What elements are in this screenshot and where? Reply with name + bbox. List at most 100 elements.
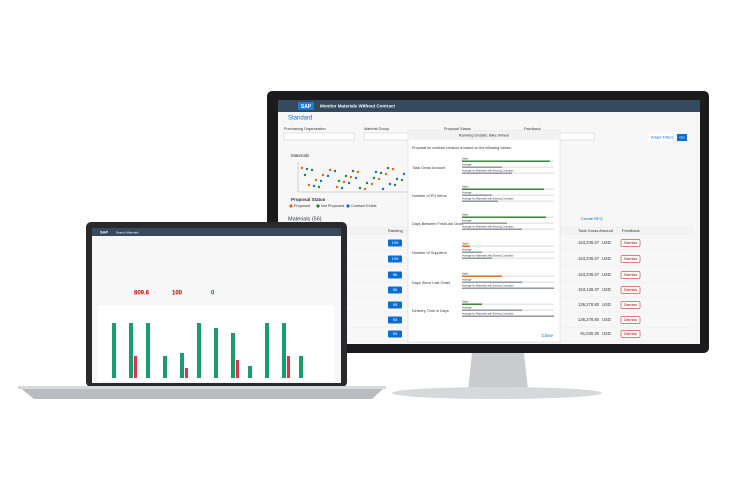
ranking-badge[interactable] [388, 301, 402, 309]
filter-label: Purchasing Organization [284, 127, 326, 131]
bar [462, 160, 550, 162]
dot [347, 181, 351, 185]
legend-swatch [346, 204, 350, 208]
bar-track [462, 257, 554, 259]
criterion: Number of PO Items [412, 194, 447, 198]
currency: USD [602, 331, 611, 336]
app-title: Monitor Materials Without Contract [320, 104, 395, 109]
dismiss[interactable]: Dismiss [624, 332, 637, 336]
bar [462, 303, 482, 305]
criterion: Days Between First/Last Order [412, 222, 465, 226]
variant[interactable]: Standard [288, 116, 312, 122]
bar-label: Value [462, 213, 469, 217]
dismiss[interactable]: Dismiss [624, 318, 637, 322]
bar-track [462, 200, 554, 202]
criterion: Total Gross Amount [412, 166, 446, 170]
dot [328, 168, 332, 172]
kpi: 0 [211, 291, 215, 297]
ranking[interactable]: 93 [393, 331, 398, 336]
dismiss[interactable]: Dismiss [624, 257, 637, 261]
bar [462, 245, 470, 247]
filter-label: Material Group [364, 127, 389, 131]
laptop-bar [112, 323, 116, 378]
laptop-chart [98, 305, 334, 381]
bar [462, 315, 554, 317]
amount: 153,236.47 [578, 272, 600, 277]
legend: Proposed Not Proposed Contract Exists [289, 204, 377, 208]
laptop-brand: SAP [100, 230, 109, 235]
ranking-badge[interactable] [388, 286, 402, 294]
ranking-badge[interactable] [388, 255, 402, 263]
bar [462, 309, 522, 311]
laptop-bar [236, 360, 239, 378]
bar-label: Average for Materials with Existing Cont… [462, 284, 514, 288]
bar-track [462, 245, 554, 247]
ranking-badge[interactable] [388, 316, 402, 324]
dot [342, 180, 346, 184]
dot [351, 169, 355, 173]
dismiss[interactable]: Dismiss [624, 288, 637, 292]
laptop-bar [129, 323, 133, 378]
ranking[interactable]: 95 [393, 302, 398, 307]
legend-label: Contract Exists [351, 204, 377, 208]
close[interactable]: Close [541, 333, 553, 338]
dismiss-button[interactable] [620, 330, 641, 338]
filter-label: Feedback [524, 127, 541, 131]
monitor-neck [468, 353, 528, 390]
create-rfq[interactable]: Create RFQ [581, 216, 603, 221]
dismiss-button[interactable] [620, 271, 641, 279]
bar [462, 166, 502, 168]
laptop-bar [282, 323, 286, 378]
bar [462, 275, 502, 277]
criterion: Number of Suppliers [412, 251, 447, 255]
go-button[interactable] [677, 134, 687, 141]
dismiss[interactable]: Dismiss [624, 241, 637, 245]
dismiss-button[interactable] [620, 301, 641, 309]
go[interactable]: Go [679, 135, 685, 140]
adapt-filters[interactable]: Adapt Filters [651, 135, 673, 140]
adapt-button[interactable] [648, 134, 673, 141]
laptop-bar [146, 323, 150, 378]
col-feedback: Feedback [622, 228, 640, 233]
dot [372, 176, 376, 180]
dismiss-button[interactable] [620, 255, 641, 263]
bar-label: Value [462, 185, 469, 189]
ranking[interactable]: 100 [392, 256, 399, 261]
col-ranking: Ranking [388, 228, 403, 233]
amount: 153,236.47 [578, 240, 600, 245]
monitor-base [392, 387, 602, 399]
dot [402, 172, 406, 176]
bar-label: Average [462, 163, 472, 167]
legend-label: Proposed [294, 204, 310, 208]
ranking-badge[interactable] [388, 271, 402, 279]
filter-input[interactable] [283, 132, 355, 141]
dismiss-button[interactable] [620, 286, 641, 294]
amount: 136,278.80 [578, 317, 600, 322]
dot [317, 185, 321, 189]
dot [358, 186, 362, 190]
dot [321, 173, 325, 177]
ranking-badge[interactable] [388, 330, 402, 338]
bar-label: Value [462, 300, 469, 304]
legend-label: Not Proposed [321, 204, 344, 208]
dismiss-button[interactable] [620, 316, 641, 324]
popup-title: Ranking Details: Bike Wheel [459, 133, 510, 138]
dot [344, 174, 348, 178]
bar-track [462, 194, 554, 196]
ranking[interactable]: 93 [393, 317, 398, 322]
bar-track [462, 275, 554, 277]
ranking-badge[interactable] [388, 239, 402, 247]
laptop-app-title: Search Materials [116, 230, 139, 234]
ranking[interactable]: 100 [392, 240, 399, 245]
laptop-bar [197, 323, 201, 378]
dismiss-button[interactable] [620, 239, 641, 247]
dot [381, 187, 385, 191]
ranking[interactable]: 96 [393, 287, 398, 292]
dismiss[interactable]: Dismiss [624, 273, 637, 277]
chart-title: Materials [291, 153, 310, 158]
dismiss[interactable]: Dismiss [624, 303, 637, 307]
laptop-bar [231, 333, 235, 378]
ranking[interactable]: 96 [393, 272, 398, 277]
bar-track [462, 251, 554, 253]
